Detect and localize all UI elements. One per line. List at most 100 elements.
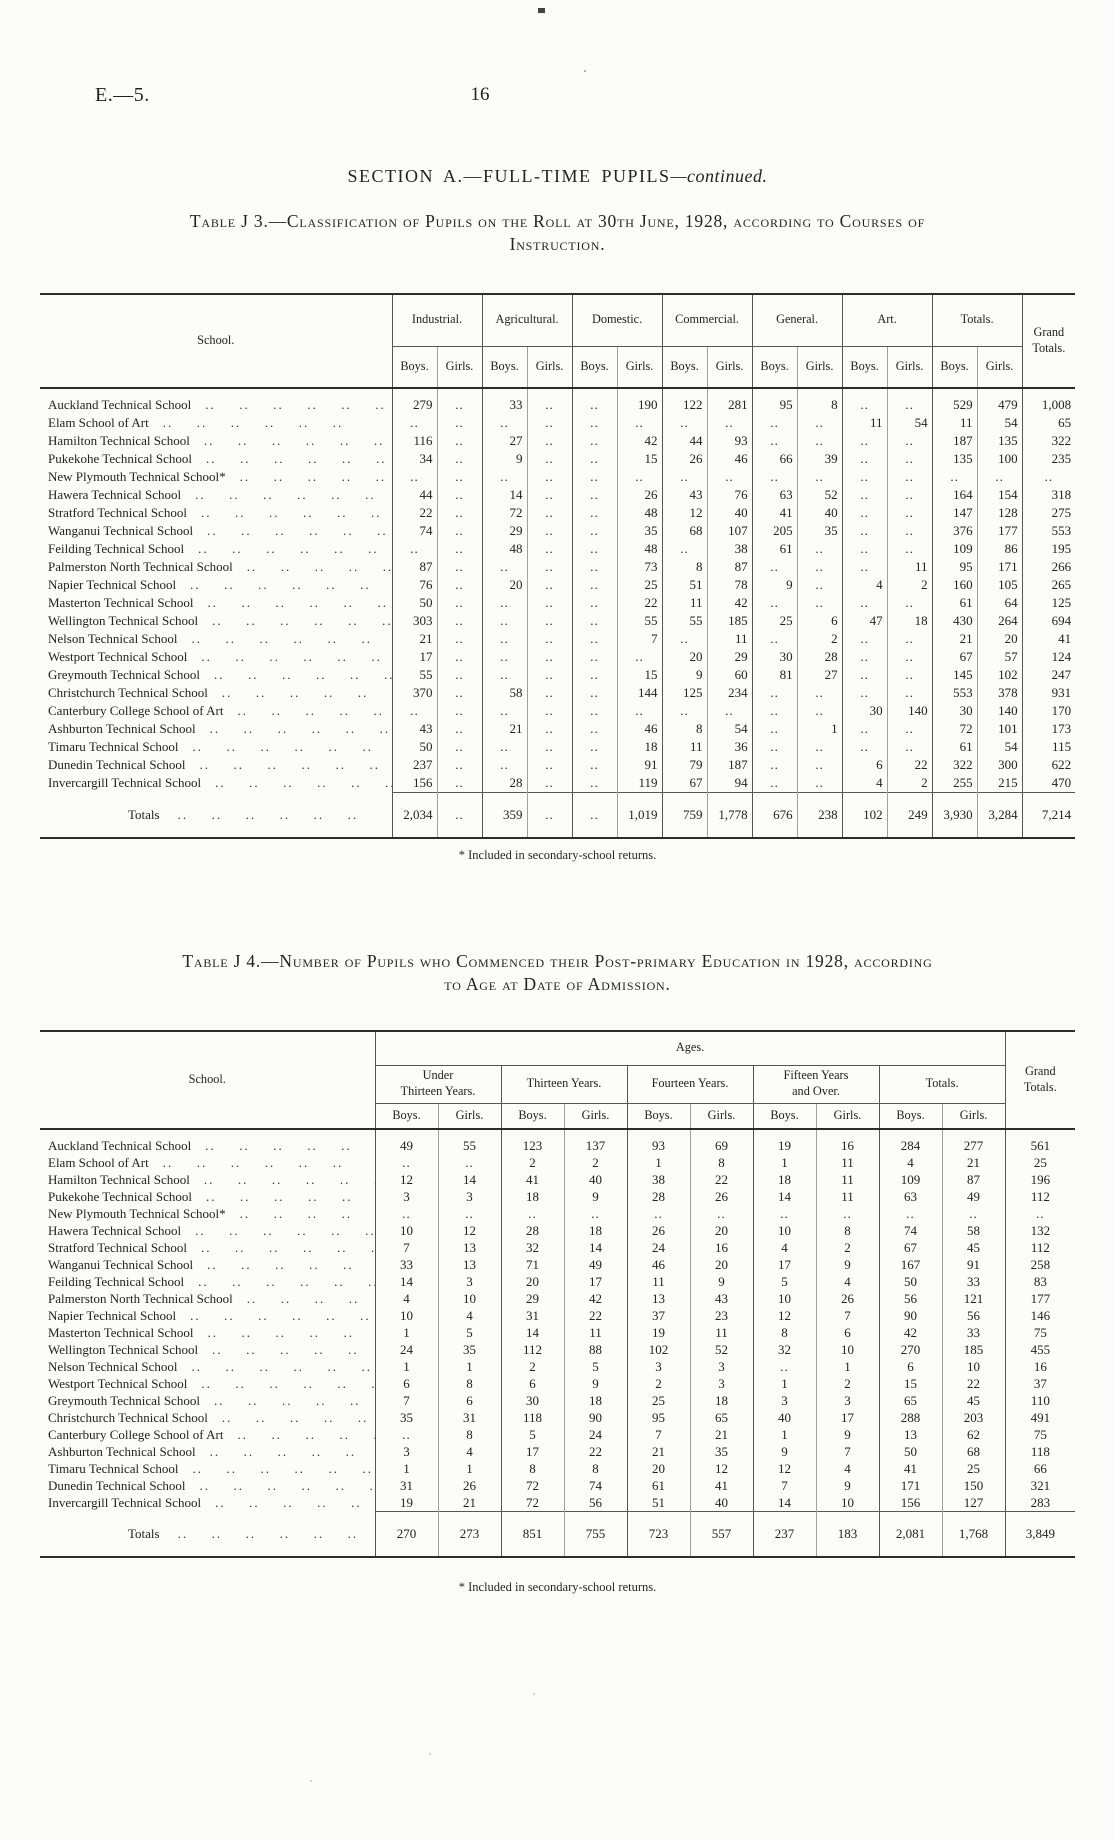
data-cell: .. bbox=[436, 648, 483, 666]
data-cell: 26 bbox=[616, 486, 663, 504]
data-cell: .. bbox=[751, 468, 798, 486]
data-cell: .. bbox=[571, 414, 618, 432]
table-row: Hamilton Technical School .. .. .. .. .. … bbox=[40, 1171, 1076, 1188]
data-cell: 279 bbox=[391, 388, 437, 414]
data-cell: 21 bbox=[931, 630, 978, 648]
leader-dots: .. .. .. .. .. .. bbox=[190, 577, 371, 592]
data-cell: .. bbox=[374, 1205, 438, 1222]
data-cell: 1 bbox=[437, 1460, 501, 1477]
data-cell: .. bbox=[526, 630, 573, 648]
data-cell: .. bbox=[796, 576, 843, 594]
column-header-girls: Girls. bbox=[886, 346, 933, 389]
school-name-text: Wanganui Technical School bbox=[48, 1257, 194, 1272]
data-cell: .. bbox=[571, 594, 618, 612]
data-cell: 16 bbox=[815, 1129, 879, 1154]
data-cell: .. bbox=[886, 666, 933, 684]
data-cell: 14 bbox=[437, 1171, 501, 1188]
data-cell: 1 bbox=[437, 1358, 501, 1375]
leader-dots: .. .. .. .. .. .. bbox=[237, 703, 391, 718]
data-cell: .. bbox=[616, 468, 663, 486]
data-cell: .. bbox=[437, 1154, 501, 1171]
data-cell: .. bbox=[752, 1205, 816, 1222]
data-cell: .. bbox=[626, 1205, 690, 1222]
data-cell: 18 bbox=[752, 1171, 816, 1188]
data-cell: 11 bbox=[931, 414, 978, 432]
leader-dots: .. .. .. .. .. .. bbox=[198, 541, 379, 556]
data-cell: .. bbox=[436, 450, 483, 468]
data-cell: 140 bbox=[886, 702, 933, 720]
data-cell: .. bbox=[391, 414, 437, 432]
data-cell: .. bbox=[374, 1426, 438, 1443]
data-cell: 95 bbox=[626, 1409, 690, 1426]
data-cell: 13 bbox=[626, 1290, 690, 1307]
data-cell: 40 bbox=[752, 1409, 816, 1426]
data-cell: .. bbox=[841, 388, 888, 414]
data-cell: 74 bbox=[563, 1477, 627, 1494]
data-cell: 112 bbox=[1004, 1188, 1076, 1205]
data-cell: 284 bbox=[878, 1129, 942, 1154]
data-cell: 9 bbox=[689, 1273, 753, 1290]
data-cell: 78 bbox=[706, 576, 753, 594]
data-cell: .. bbox=[391, 468, 437, 486]
data-cell: .. bbox=[526, 792, 573, 838]
data-cell: 9 bbox=[815, 1256, 879, 1273]
data-cell: .. bbox=[661, 702, 708, 720]
school-name-text: Totals bbox=[128, 1525, 160, 1541]
column-header-boys: Boys. bbox=[481, 346, 528, 389]
school-name: Wanganui Technical School .. .. .. .. .. … bbox=[40, 1256, 375, 1273]
data-cell: 430 bbox=[931, 612, 978, 630]
data-cell: .. bbox=[436, 756, 483, 774]
leader-dots: .. .. .. .. .. .. bbox=[237, 1427, 374, 1442]
leader-dots: .. .. .. .. .. .. bbox=[162, 1155, 344, 1170]
data-cell: 56 bbox=[941, 1307, 1006, 1324]
data-cell: 60 bbox=[706, 666, 753, 684]
data-cell: 255 bbox=[931, 774, 978, 793]
data-cell: 9 bbox=[815, 1426, 879, 1443]
data-cell: 48 bbox=[616, 504, 663, 522]
data-cell: 105 bbox=[976, 576, 1023, 594]
data-cell: 68 bbox=[661, 522, 708, 540]
scan-speck bbox=[429, 1753, 431, 1755]
data-cell: .. bbox=[751, 756, 798, 774]
data-cell: 28 bbox=[626, 1188, 690, 1205]
data-cell: 249 bbox=[886, 792, 933, 838]
leader-dots: .. .. .. .. .. .. bbox=[192, 739, 374, 754]
data-cell: 3,284 bbox=[976, 792, 1023, 838]
data-cell: 3 bbox=[689, 1358, 753, 1375]
data-cell: 557 bbox=[689, 1511, 753, 1557]
data-cell: 270 bbox=[878, 1341, 942, 1358]
data-cell: 6 bbox=[500, 1375, 564, 1392]
data-cell: .. bbox=[526, 702, 573, 720]
table-row: Greymouth Technical School.. .. .. .. ..… bbox=[40, 666, 1076, 684]
school-name-text: New Plymouth Technical School* bbox=[48, 1206, 226, 1221]
school-name-text: Napier Technical School bbox=[48, 577, 177, 592]
school-name-text: Westport Technical School bbox=[48, 649, 188, 664]
data-cell: .. bbox=[886, 388, 933, 414]
data-cell: 27 bbox=[481, 432, 528, 450]
data-cell: 44 bbox=[661, 432, 708, 450]
school-name: Stratford Technical School .. .. .. .. ..… bbox=[40, 1239, 375, 1256]
leader-dots: .. .. .. .. .. .. bbox=[205, 1138, 375, 1153]
data-cell: .. bbox=[436, 630, 483, 648]
data-cell: 13 bbox=[878, 1426, 942, 1443]
data-cell: 43 bbox=[661, 486, 708, 504]
data-cell: 15 bbox=[878, 1375, 942, 1392]
data-cell: .. bbox=[616, 648, 663, 666]
data-cell: 16 bbox=[1004, 1358, 1076, 1375]
data-cell: 112 bbox=[500, 1341, 564, 1358]
data-cell: 41 bbox=[751, 504, 798, 522]
leader-dots: .. .. .. .. .. .. bbox=[239, 1206, 375, 1221]
data-cell: 1 bbox=[752, 1426, 816, 1443]
school-name-text: Elam School of Art bbox=[48, 415, 149, 430]
table-j3: School. Industrial. Agricultural. Domest… bbox=[40, 293, 1076, 839]
data-cell: .. bbox=[751, 774, 798, 793]
data-cell: 15 bbox=[616, 450, 663, 468]
data-cell: .. bbox=[751, 630, 798, 648]
data-cell: 46 bbox=[626, 1256, 690, 1273]
data-cell: 2 bbox=[886, 774, 933, 793]
data-cell: 135 bbox=[931, 450, 978, 468]
data-cell: 455 bbox=[1004, 1341, 1076, 1358]
data-cell: 27 bbox=[796, 666, 843, 684]
data-cell: .. bbox=[391, 540, 437, 558]
totals-row: Totals.. .. .. .. .. .. 2,034.. 359.... 1,0… bbox=[40, 792, 1076, 838]
